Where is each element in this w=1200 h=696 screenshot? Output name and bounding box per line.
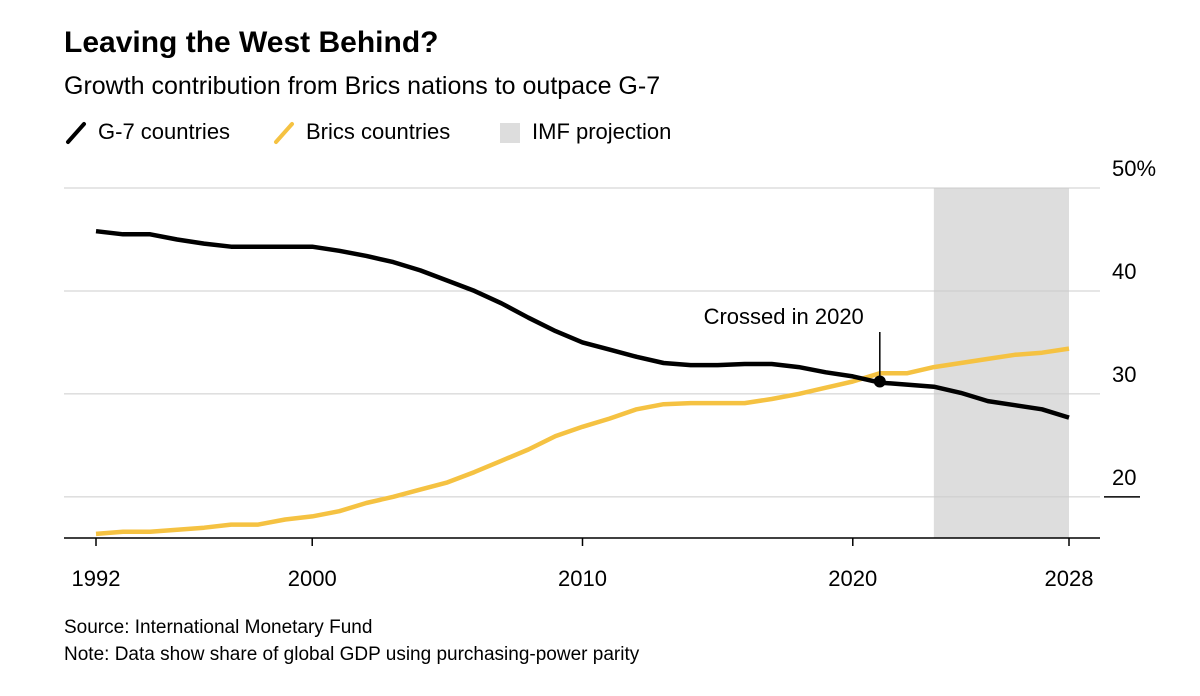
x-tick-label-2020: 2020 (828, 566, 877, 591)
line-chart: 50% 40 30 20 1992 2000 2010 2020 2028 Crossed in … (64, 156, 1156, 591)
chart-title: Leaving the West Behind? (64, 26, 439, 59)
x-tick-label-2010: 2010 (558, 566, 607, 591)
brics-swatch-icon (274, 122, 294, 144)
crossover-point (873, 375, 886, 388)
legend-label-projection: IMF projection (532, 119, 672, 144)
x-tick-label-1992: 1992 (72, 566, 121, 591)
x-tick-label-2028: 2028 (1045, 566, 1094, 591)
y-tick-label-30: 30 (1112, 362, 1136, 387)
legend-label-brics: Brics countries (306, 119, 451, 144)
data-note: Note: Data show share of global GDP usin… (64, 644, 640, 665)
chart-subtitle: Growth contribution from Brics nations t… (64, 72, 661, 100)
x-tick-label-2000: 2000 (288, 566, 337, 591)
legend-label-g7: G-7 countries (98, 119, 231, 144)
annotation-label: Crossed in 2020 (704, 304, 864, 329)
series-line-brics (95, 346, 1070, 537)
y-tick-label-50: 50% (1112, 156, 1156, 181)
y-tick-label-20: 20 (1112, 465, 1136, 490)
y-tick-label-40: 40 (1112, 259, 1136, 284)
source-note: Source: International Monetary Fund (64, 617, 373, 638)
series-line-g7 (95, 228, 1070, 420)
g7-swatch-icon (66, 122, 86, 144)
projection-swatch-icon (500, 123, 520, 143)
